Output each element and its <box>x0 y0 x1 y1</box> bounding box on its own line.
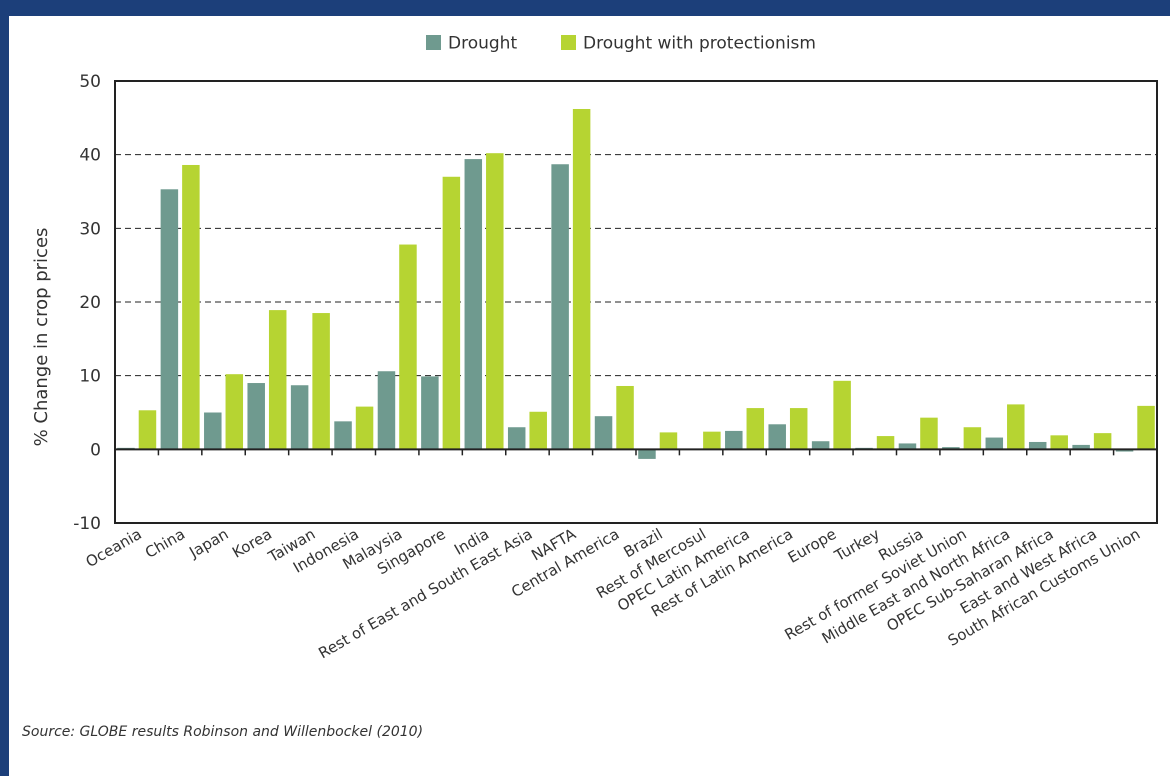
y-tick-label-50: 50 <box>79 72 101 92</box>
bar-drought-19 <box>942 447 960 450</box>
legend: Drought Drought with protectionism <box>426 34 816 54</box>
bar-protectionism-9 <box>529 411 547 450</box>
bar-protectionism-1 <box>182 164 200 450</box>
bar-protectionism-10 <box>572 108 591 450</box>
bar-drought-3 <box>247 383 265 450</box>
bar-drought-18 <box>898 443 917 450</box>
legend-swatch-drought-with-protectionism <box>561 35 576 50</box>
bar-drought-23 <box>1115 449 1134 452</box>
legend-label-drought: Drought <box>448 34 517 54</box>
bar-drought-14 <box>725 430 743 450</box>
x-tick-label-2: Japan <box>185 525 231 562</box>
bar-protectionism-2 <box>225 374 244 450</box>
bar-drought-8 <box>464 159 483 450</box>
bar-protectionism-23 <box>1137 405 1155 450</box>
legend-swatch-drought <box>426 35 441 50</box>
y-tick-labels: -10 0 10 20 30 40 50 <box>73 72 101 534</box>
bar-protectionism-8 <box>486 153 504 450</box>
bar-protectionism-7 <box>442 176 461 450</box>
bar-protectionism-0 <box>138 410 157 450</box>
plot-frame <box>114 80 1158 524</box>
bar-protectionism-6 <box>399 244 417 450</box>
source-note: Source: GLOBE results Robinson and Wille… <box>22 724 424 740</box>
bar-drought-1 <box>160 189 179 450</box>
bar-drought-9 <box>507 427 526 450</box>
x-tick-labels: OceaniaChinaJapanKoreaTaiwanIndonesiaMal… <box>83 525 1144 663</box>
bar-drought-21 <box>1028 441 1047 450</box>
bar-protectionism-11 <box>616 385 634 450</box>
bar-protectionism-14 <box>746 408 765 450</box>
x-tick-label-17: Turkey <box>831 525 883 566</box>
bar-drought-20 <box>985 437 1004 450</box>
bar-drought-6 <box>377 371 396 450</box>
bar-drought-22 <box>1072 444 1090 450</box>
gridlines <box>115 154 1157 377</box>
frame-left-bar <box>0 0 9 776</box>
bar-drought-16 <box>811 441 830 450</box>
bar-drought-12 <box>638 449 656 459</box>
bar-drought-15 <box>768 424 786 450</box>
bar-drought-10 <box>551 164 569 450</box>
bar-protectionism-12 <box>659 432 678 450</box>
bar-protectionism-16 <box>833 380 851 450</box>
y-tick-label--10: -10 <box>73 514 101 534</box>
bar-protectionism-18 <box>920 417 938 450</box>
bar-drought-4 <box>290 385 309 450</box>
bar-protectionism-13 <box>703 431 721 450</box>
bar-protectionism-22 <box>1093 433 1112 450</box>
bar-protectionism-21 <box>1050 435 1068 450</box>
y-axis-label: % Change in crop prices <box>31 228 52 447</box>
bar-protectionism-5 <box>355 406 374 450</box>
bar-drought-2 <box>204 412 222 450</box>
bar-drought-11 <box>594 416 613 450</box>
bar-protectionism-4 <box>312 313 330 450</box>
bar-protectionism-20 <box>1007 404 1025 450</box>
y-tick-label-10: 10 <box>79 367 101 387</box>
bar-drought-5 <box>334 421 352 450</box>
x-tick-label-1: China <box>142 525 188 562</box>
x-tick-label-16: Europe <box>785 525 840 567</box>
bar-protectionism-19 <box>963 427 982 450</box>
y-tick-label-0: 0 <box>90 440 101 460</box>
legend-label-drought-with-protectionism: Drought with protectionism <box>583 34 816 54</box>
bar-protectionism-15 <box>789 408 808 450</box>
y-tick-label-20: 20 <box>79 293 101 313</box>
bar-protectionism-3 <box>268 310 287 450</box>
frame-top-bar <box>0 0 1170 16</box>
bar-drought-7 <box>421 376 439 450</box>
bar-protectionism-17 <box>876 436 895 450</box>
y-tick-label-40: 40 <box>79 146 101 166</box>
bars <box>117 108 1155 459</box>
axes <box>114 80 1158 524</box>
y-tick-label-30: 30 <box>79 219 101 239</box>
